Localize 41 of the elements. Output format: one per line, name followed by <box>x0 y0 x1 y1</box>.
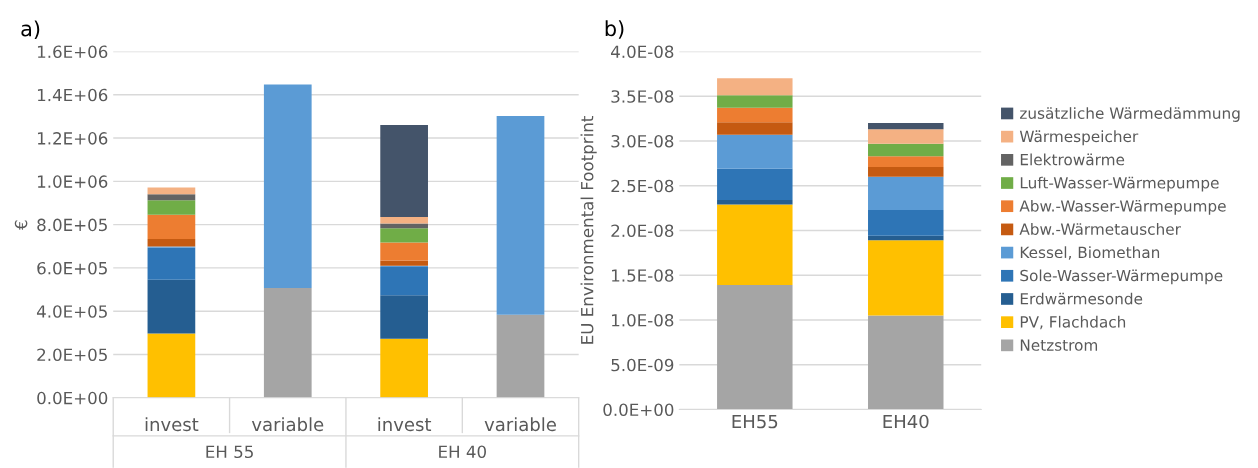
y-tick-label: 0.0E+00 <box>37 391 108 405</box>
y-tick-label: 4.0E+05 <box>36 305 107 318</box>
chart-title: b) <box>605 20 624 39</box>
legend-label: Elektrowärme <box>1020 153 1125 166</box>
y-tick-label: 1.0E+06 <box>37 175 108 188</box>
y-tick-label: 5.0E-09 <box>611 358 674 372</box>
chart-title: a) <box>21 20 40 39</box>
y-tick-label: 1.6E+06 <box>37 45 108 59</box>
y-tick-label: 1.5E-08 <box>612 269 674 282</box>
text: EH 55 <box>206 445 253 459</box>
y-tick-label: 1.4E+06 <box>37 88 108 102</box>
legend-label: Sole-Wasser-Wärmepumpe <box>1020 269 1223 285</box>
y-axis-title: € <box>14 220 28 230</box>
y-tick-label: 4.0E-08 <box>611 45 674 59</box>
legend-label: Kessel, Biomethan <box>1020 246 1160 260</box>
legend-label: Wärmespeicher <box>1019 130 1139 146</box>
y-tick-label: 1.0E-08 <box>612 313 674 327</box>
y-tick-label: 2.0E-08 <box>611 224 674 238</box>
legend-label: Abw.-Wasser-Wärmepumpe <box>1019 199 1226 215</box>
legend-label: Abw.-Wärmetauscher <box>1019 223 1181 235</box>
x-tick-label: variable <box>484 417 556 432</box>
legend-label: PV, Flachdach <box>1020 315 1126 330</box>
legend-label: Luft-Wasser-Wärmepumpe <box>1020 176 1219 192</box>
y-tick-label: 2.5E-08 <box>611 179 674 193</box>
x-tick-label: EH40 <box>883 414 929 429</box>
x-tick-label: invest <box>378 417 432 432</box>
legend-label: Netzstrom <box>1020 339 1098 351</box>
y-tick-label: 2.0E+05 <box>37 348 107 362</box>
legend-label: zusätzliche Wärmedämmung <box>1020 107 1240 122</box>
y-tick-label: 0.0E+00 <box>603 403 674 417</box>
y-tick-label: 6.0E+05 <box>37 261 107 275</box>
y-tick-label: 8.0E+05 <box>37 218 107 232</box>
y-tick-label: 3.0E-08 <box>611 134 674 148</box>
y-tick-label: 3.5E-08 <box>611 90 674 103</box>
x-tick-label: invest <box>145 417 199 432</box>
text: EH 40 <box>439 445 486 459</box>
y-axis-title: EU Environmental Footprint <box>580 116 597 344</box>
x-tick-label: EH55 <box>732 414 778 429</box>
legend-label: Erdwärmesonde <box>1020 292 1143 305</box>
y-tick-label: 1.2E+06 <box>37 132 108 145</box>
x-tick-label: variable <box>251 417 324 432</box>
